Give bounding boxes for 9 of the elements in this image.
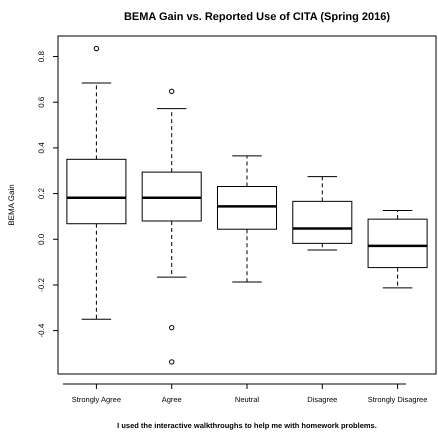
y-tick-label: 0.0 — [37, 233, 46, 245]
y-tick-label: -0.4 — [37, 323, 46, 338]
y-tick-label: 0.4 — [37, 142, 46, 154]
y-axis-title: BEMA Gain — [7, 184, 16, 226]
y-tick-label: 0.6 — [37, 96, 46, 108]
y-tick-label: -0.2 — [37, 277, 46, 292]
chart-title: BEMA Gain vs. Reported Use of CITA (Spring 2016) — [124, 11, 390, 23]
y-tick-label: 0.8 — [37, 50, 46, 62]
y-tick-label: 0.2 — [37, 187, 46, 200]
